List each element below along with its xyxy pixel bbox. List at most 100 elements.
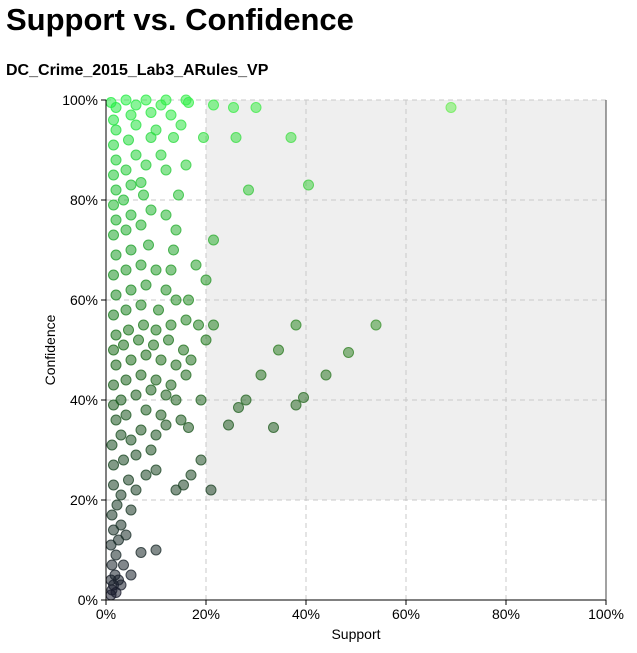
data-point [110, 289, 122, 301]
data-point [170, 224, 182, 236]
data-point [290, 399, 302, 411]
data-point [228, 102, 239, 113]
data-point [106, 439, 118, 451]
data-point [125, 284, 137, 296]
data-point [233, 402, 244, 413]
data-point [165, 264, 177, 276]
data-point [130, 389, 142, 401]
data-point [150, 464, 162, 476]
y-tick-label: 80% [70, 192, 98, 208]
data-point [125, 179, 137, 191]
data-point [175, 119, 187, 131]
data-point [135, 219, 147, 231]
data-point [240, 394, 252, 406]
data-point [180, 369, 192, 381]
data-point [178, 344, 189, 356]
data-point [153, 304, 164, 316]
data-point [140, 469, 152, 481]
data-point [108, 229, 119, 241]
data-point [140, 94, 152, 106]
x-tick-label: 0% [96, 606, 116, 622]
data-point [170, 294, 182, 306]
data-point [145, 107, 157, 118]
data-point [195, 454, 207, 466]
data-point [110, 124, 122, 136]
data-point [223, 419, 234, 431]
data-point [343, 347, 354, 358]
data-point [200, 274, 212, 286]
data-point [165, 319, 177, 331]
x-tick-label: 80% [492, 606, 520, 622]
data-point [115, 579, 127, 591]
data-point [180, 94, 192, 106]
data-point [250, 102, 262, 113]
data-point [160, 209, 172, 221]
data-point [133, 334, 144, 346]
data-point [145, 132, 157, 143]
data-point [303, 179, 314, 191]
data-point [145, 204, 157, 216]
data-point [135, 424, 147, 436]
data-point [110, 549, 122, 561]
data-point [108, 344, 119, 356]
x-tick-label: 20% [192, 606, 220, 622]
data-point [118, 339, 129, 351]
data-point [200, 334, 212, 346]
data-point [163, 334, 174, 346]
data-point [268, 422, 279, 433]
tick-labels: 0% 20% 40% 60% 80% 100% 0% 20% 40% 60% 80% 100% [62, 92, 624, 622]
data-point [160, 389, 172, 401]
data-point [150, 264, 162, 276]
data-point [208, 234, 219, 246]
data-point [135, 259, 147, 271]
data-point [125, 434, 137, 446]
data-point [110, 184, 122, 196]
data-point [155, 409, 167, 421]
y-tick-label: 60% [70, 292, 98, 308]
data-point [130, 149, 142, 161]
data-point [135, 547, 147, 558]
y-tick-label: 40% [70, 392, 98, 408]
y-tick-label: 100% [62, 92, 98, 108]
data-point [108, 169, 119, 181]
data-point [130, 449, 142, 461]
axes [105, 100, 607, 601]
data-point [110, 587, 122, 598]
data-point [148, 339, 159, 351]
data-point [198, 132, 209, 143]
data-point [130, 99, 142, 111]
data-point [290, 319, 302, 331]
data-point [120, 224, 132, 236]
data-point [108, 524, 119, 536]
data-point [108, 399, 119, 411]
data-point [135, 369, 147, 381]
data-point [445, 102, 457, 113]
data-point [106, 559, 118, 571]
data-point [168, 244, 179, 256]
data-point [115, 394, 127, 406]
data-point [125, 109, 137, 121]
data-point [110, 414, 122, 426]
data-point [170, 359, 182, 371]
x-tick-label: 60% [392, 606, 420, 622]
data-point [138, 319, 149, 331]
data-point [108, 309, 119, 321]
data-point [120, 164, 132, 176]
data-point [118, 194, 129, 206]
data-point [108, 459, 119, 471]
data-point [118, 559, 129, 571]
data-point [173, 189, 184, 201]
data-point [120, 529, 132, 541]
y-axis-label: Confidence [42, 314, 58, 385]
data-point [120, 264, 132, 276]
data-point [160, 419, 172, 431]
data-point [120, 409, 132, 421]
y-tick-label: 0% [78, 592, 98, 608]
data-point [180, 314, 192, 326]
data-point [370, 319, 382, 331]
data-point [145, 384, 157, 396]
data-point [168, 132, 179, 143]
data-point [113, 534, 124, 546]
data-point [195, 394, 207, 406]
